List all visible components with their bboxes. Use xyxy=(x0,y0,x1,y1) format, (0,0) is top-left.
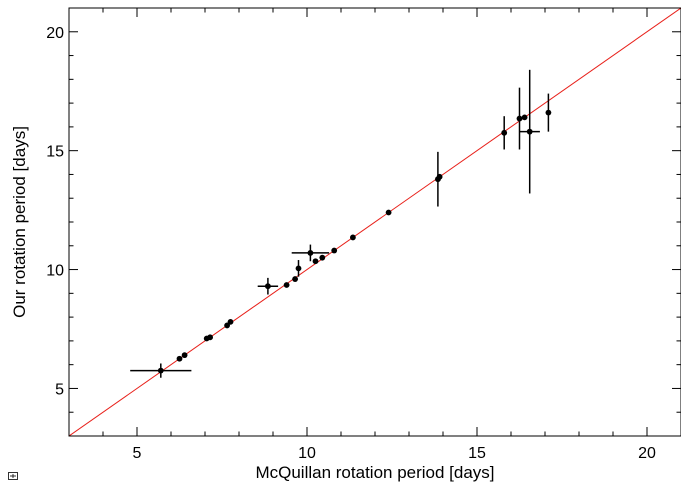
y-tick-label: 5 xyxy=(55,381,64,398)
data-point xyxy=(176,355,183,362)
data-point xyxy=(331,247,338,254)
data-point xyxy=(501,129,508,136)
data-point xyxy=(292,276,298,282)
one-to-one-line xyxy=(69,8,681,436)
data-point xyxy=(295,265,302,272)
data-point xyxy=(350,234,356,241)
x-tick-label: 5 xyxy=(133,445,142,462)
data-point xyxy=(283,282,290,288)
data-point xyxy=(157,367,164,374)
x-tick-label: 20 xyxy=(638,445,656,462)
x-axis-label: McQuillan rotation period [days] xyxy=(255,463,494,482)
data-point xyxy=(181,352,188,359)
data-point xyxy=(312,258,319,265)
data-point xyxy=(227,318,234,325)
data-point xyxy=(521,114,528,121)
data-point xyxy=(307,250,314,256)
y-axis-label: Our rotation period [days] xyxy=(10,126,29,318)
resize-handle-icon xyxy=(8,472,18,480)
y-tick-label: 20 xyxy=(46,25,64,42)
data-point xyxy=(265,283,271,290)
data-point xyxy=(319,254,326,261)
data-point xyxy=(207,334,214,341)
data-point xyxy=(436,173,443,180)
data-point xyxy=(545,109,552,116)
y-tick-label: 15 xyxy=(46,144,64,161)
data-point xyxy=(385,209,392,216)
x-tick-label: 15 xyxy=(468,445,486,462)
data-point xyxy=(516,115,523,122)
x-tick-label: 10 xyxy=(298,445,316,462)
data-point xyxy=(526,128,533,135)
y-tick-label: 10 xyxy=(46,263,64,280)
